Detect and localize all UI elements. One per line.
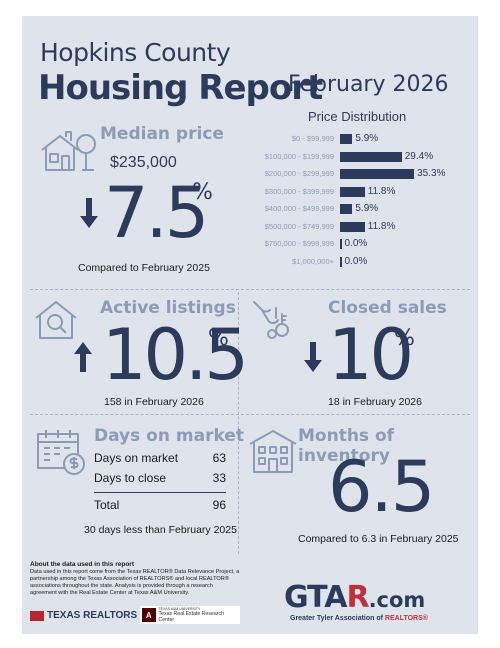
search-house-icon <box>35 301 77 339</box>
days-on-market-table: Days on market 63 Days to close 33 Total… <box>94 448 226 515</box>
price-range-label: $200,000 - $299,999 <box>264 169 334 178</box>
calendar-dollar-icon <box>37 430 85 475</box>
arrow-up-icon <box>74 342 92 372</box>
divider <box>30 289 470 290</box>
price-distribution-bar <box>340 186 365 197</box>
price-distribution-row: $400,000 - $499,999 5.9% <box>22 202 478 218</box>
texas-realtors-logo: TEXAS REALTORS <box>30 610 137 621</box>
price-range-label: $400,000 - $499,999 <box>264 204 334 213</box>
median-price-title: Median price <box>100 124 224 144</box>
price-distribution-row: $750,000 - $999,999 0.0% <box>22 237 478 253</box>
price-range-label: $500,000 - $749,999 <box>264 221 334 231</box>
closed-sales-percent-sign: % <box>394 326 415 351</box>
price-distribution-value: 11.8% <box>367 220 396 232</box>
median-price-change: 7.5 <box>104 172 209 254</box>
texas-realtors-mark-icon <box>30 610 44 621</box>
about-data-title: About the data used in this report <box>30 561 135 568</box>
about-data-text: Data used in this report come from the T… <box>30 569 240 596</box>
total-separator <box>94 492 226 493</box>
price-distribution-bar <box>340 204 353 214</box>
median-price-comparison: Compared to February 2025 <box>78 262 210 274</box>
price-distribution-value: 5.9% <box>355 203 379 214</box>
divider <box>30 414 470 415</box>
price-distribution-row: $100,000 - $199,999 29.4% <box>22 150 478 166</box>
price-distribution-bar <box>340 134 353 144</box>
price-distribution-row: $0 - $99,999 5.9% <box>22 132 478 148</box>
tamu-center-text: Texas Real Estate Research Center <box>158 611 224 623</box>
price-range-label: $750,000 - $999,999 <box>264 239 334 248</box>
gtar-tagline-realtors: REALTORS® <box>384 615 428 622</box>
days-on-market-comparison: 30 days less than February 2025 <box>84 524 237 536</box>
price-range-label: $1,000,000+ <box>292 256 334 266</box>
median-price-percent-sign: % <box>192 180 213 205</box>
price-distribution-row: $200,000 - $299,999 35.3% <box>22 167 478 183</box>
price-distribution-value: 11.8% <box>367 185 396 197</box>
table-row: Total 96 <box>94 495 226 515</box>
table-row: Days to close 33 <box>94 468 226 488</box>
closed-sales-title: Closed sales <box>328 298 447 318</box>
months-of-inventory-title: Months of inventory <box>298 426 395 466</box>
months-of-inventory-comparison: Compared to 6.3 in February 2025 <box>298 533 459 545</box>
arrow-down-icon <box>304 342 322 372</box>
tamu-mark-icon: A <box>142 608 156 622</box>
total-label: Total <box>94 498 120 512</box>
price-distribution-row: $1,000,000+ 0.0% <box>22 255 478 271</box>
days-on-market-title: Days on market <box>94 426 244 446</box>
price-distribution-value: 0.0% <box>344 238 368 249</box>
price-distribution-value: 35.3% <box>417 168 446 179</box>
days-to-close-value: 33 <box>212 471 226 485</box>
county-name: Hopkins County <box>40 38 231 67</box>
report-title: Housing Report <box>38 68 323 108</box>
hand-keys-icon <box>253 301 289 339</box>
tamu-university-text: TEXAS A&M UNIVERSITY <box>158 607 201 611</box>
housing-report-page: Hopkins County Housing Report February 2… <box>22 16 478 634</box>
active-listings-percent-sign: % <box>208 326 229 351</box>
price-distribution-value: 29.4% <box>404 150 434 162</box>
gtar-tagline-text: Greater Tyler Association of <box>290 615 385 622</box>
price-range-label: $0 - $99,999 <box>291 134 334 143</box>
arrow-down-icon <box>80 198 98 228</box>
price-range-label: $300,000 - $399,999 <box>264 186 334 196</box>
closed-sales-change: 10 <box>328 314 414 396</box>
house-tree-icon <box>41 131 96 171</box>
active-listings-comparison: 158 in February 2026 <box>104 396 204 408</box>
active-listings-title: Active listings <box>100 298 236 318</box>
apartment-building-icon <box>249 430 297 473</box>
price-distribution-bar <box>340 221 365 232</box>
price-distribution-bar <box>340 239 342 249</box>
gtar-logo-gt: GT <box>284 580 325 615</box>
gtar-logo-a: A <box>324 580 347 615</box>
total-value: 96 <box>212 498 226 512</box>
price-distribution-row: $300,000 - $399,999 11.8% <box>22 185 478 201</box>
price-distribution-value: 5.9% <box>355 133 379 144</box>
price-distribution-bar <box>340 151 402 162</box>
gtar-logo-r: R <box>346 580 369 615</box>
closed-sales-comparison: 18 in February 2026 <box>328 396 422 408</box>
report-month: February 2026 <box>288 72 449 97</box>
tamu-research-center-logo: A TEXAS A&M UNIVERSITY Texas Real Estate… <box>140 606 240 624</box>
price-distribution-bar <box>340 256 342 267</box>
gtar-tagline: Greater Tyler Association of REALTORS® <box>290 615 428 622</box>
texas-realtors-text: TEXAS REALTORS <box>47 610 138 621</box>
active-listings-change: 10.5 <box>102 314 249 396</box>
price-range-label: $100,000 - $199,999 <box>264 151 334 161</box>
price-distribution-row: $500,000 - $749,999 11.8% <box>22 220 478 236</box>
price-distribution-bar <box>340 169 415 179</box>
days-on-market-value: 63 <box>212 451 226 465</box>
price-distribution-title: Price Distribution <box>308 109 407 124</box>
price-distribution-value: 0.0% <box>344 255 368 267</box>
median-price-value: $235,000 <box>110 154 177 171</box>
gtar-logo-com: .com <box>368 588 426 612</box>
table-row: Days on market 63 <box>94 448 226 468</box>
months-of-inventory-value: 6.5 <box>328 446 435 528</box>
divider <box>238 292 239 554</box>
days-to-close-label: Days to close <box>94 471 167 485</box>
gtar-logo[interactable]: GTAR.com <box>284 580 425 615</box>
days-on-market-label: Days on market <box>94 451 179 465</box>
